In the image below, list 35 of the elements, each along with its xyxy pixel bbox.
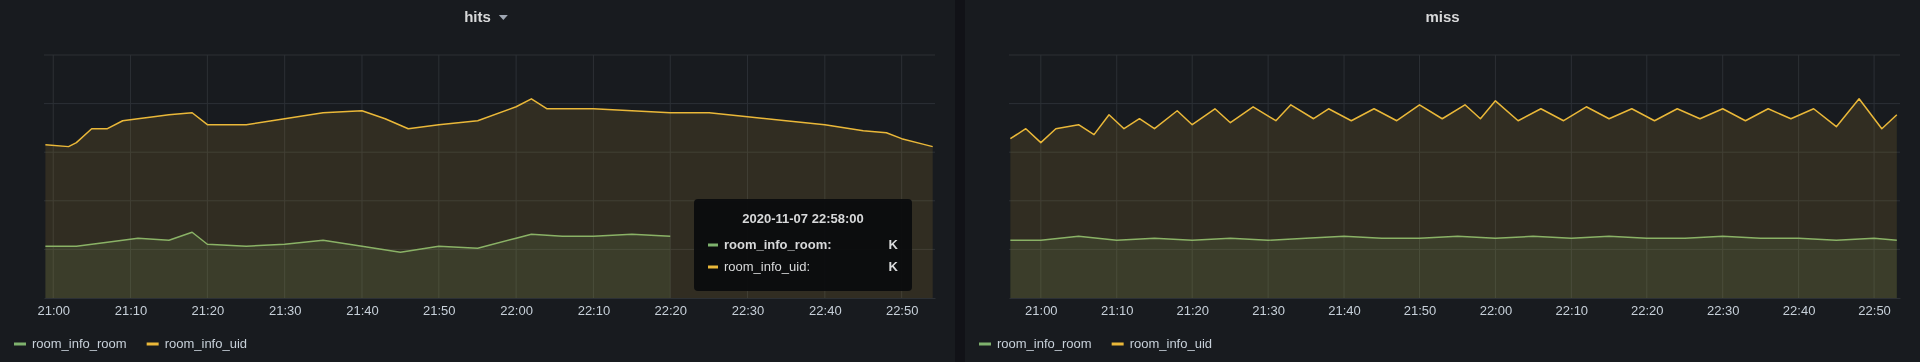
x-tick-label: 22:10 (1555, 303, 1589, 319)
x-tick-label: 22:20 (1631, 303, 1664, 319)
legend-label: room_info_room (32, 336, 127, 351)
legend-label: room_info_uid (1129, 336, 1213, 351)
x-tick-label: 22:00 (1479, 303, 1513, 319)
x-tick-label: 21:30 (1252, 303, 1285, 319)
x-tick-label: 21:30 (268, 303, 302, 319)
x-tick-label: 21:40 (1328, 303, 1361, 319)
x-tick-label: 21:20 (191, 303, 225, 319)
x-tick-label: 21:50 (423, 303, 456, 319)
annotation: K (888, 259, 899, 274)
x-tick-label: 22:40 (809, 303, 842, 319)
chart-title: hits (464, 8, 491, 25)
chart-title: miss (1425, 8, 1460, 25)
x-tick-label: 21:00 (1025, 303, 1058, 319)
x-tick-label: 21:10 (1100, 303, 1134, 319)
x-tick-label: 22:20 (654, 303, 688, 319)
x-tick-label: 21:20 (1176, 303, 1209, 319)
legend-label: room_info_room (997, 336, 1092, 351)
x-tick-label: 22:50 (1858, 303, 1891, 319)
legend-label: room_info_uid (164, 336, 248, 351)
x-tick-label: 22:30 (1706, 303, 1740, 319)
x-tick-label: 22:40 (1782, 303, 1816, 319)
x-tick-label: 22:30 (731, 303, 765, 319)
x-tick-label: 21:00 (37, 303, 71, 319)
annotation: room_info_room: (724, 237, 832, 252)
x-tick-label: 22:10 (577, 303, 611, 319)
annotation: K (888, 237, 899, 252)
x-tick-label: 22:00 (500, 303, 533, 319)
annotation: room_info_uid: (724, 259, 810, 274)
annotation: 2020-11-07 22:58:00 (742, 211, 864, 226)
x-tick-label: 21:40 (346, 303, 379, 319)
x-tick-label: 22:50 (885, 303, 919, 319)
x-tick-label: 21:50 (1403, 303, 1437, 319)
x-tick-label: 21:10 (114, 303, 148, 319)
